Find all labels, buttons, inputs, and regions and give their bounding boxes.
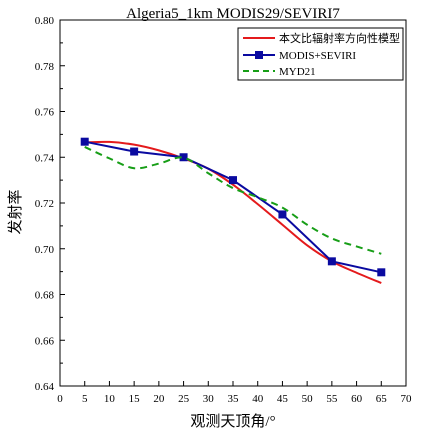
series-line-myd21 (84, 146, 382, 255)
data-point-modis-seviri (80, 137, 89, 146)
x-tick-label: 55 (326, 393, 338, 405)
x-tick-label: 45 (277, 393, 289, 405)
x-tick-label: 20 (153, 393, 165, 405)
x-tick-label: 25 (178, 393, 190, 405)
y-tick-label: 0.76 (35, 107, 55, 119)
legend-label-myd21: MYD21 (279, 66, 316, 78)
x-tick-label: 10 (104, 393, 116, 405)
legend-label-modis-seviri: MODIS+SEVIRI (279, 50, 356, 62)
data-point-modis-seviri (179, 153, 188, 162)
legend: 本文比辐射率方向性模型 MODIS+SEVIRI MYD21 (237, 27, 404, 81)
x-tick-label: 30 (203, 393, 215, 405)
y-tick-label: 0.68 (35, 290, 55, 302)
data-point-modis-seviri (229, 176, 237, 185)
y-tick-label: 0.74 (35, 152, 55, 164)
x-tick-label: 5 (82, 393, 88, 405)
x-tick-label: 35 (228, 393, 240, 405)
chart-title: Algeria5_1km MODIS29/SEVIRI7 (126, 6, 340, 22)
data-point-modis-seviri (327, 257, 336, 266)
plot-area: 0.64 0.66 0.68 0.70 0.72 0.74 0.76 0.78 0.80 0 5 1… (35, 15, 412, 405)
x-tick-label: 65 (376, 393, 388, 405)
x-axis: 0 5 10 15 20 25 30 35 40 45 50 55 60 65 70 (57, 381, 412, 405)
legend-label-model: 本文比辐射率方向性模型 (279, 31, 400, 45)
data-point-modis-seviri (377, 268, 386, 277)
x-tick-label: 50 (302, 393, 314, 405)
data-point-modis-seviri (130, 147, 139, 156)
y-tick-label: 0.70 (35, 244, 55, 256)
y-tick-label: 0.66 (35, 335, 55, 347)
x-tick-label: 60 (351, 393, 363, 405)
x-axis-label: 观测天顶角/° (190, 413, 275, 430)
y-tick-label: 0.78 (35, 61, 55, 73)
series-line-modis-seviri (84, 140, 382, 274)
y-tick-label: 0.80 (35, 15, 55, 27)
y-axis-label: 发射率 (7, 189, 24, 234)
y-tick-label: 0.72 (35, 198, 54, 210)
x-tick-label: 40 (252, 393, 264, 405)
y-axis: 0.64 0.66 0.68 0.70 0.72 0.74 0.76 0.78 0.80 (35, 15, 65, 393)
data-point-modis-seviri (278, 210, 287, 219)
x-tick-label: 15 (129, 393, 141, 405)
x-tick-label: 0 (57, 393, 63, 405)
x-tick-label: 70 (401, 393, 413, 405)
series-layer (80, 137, 386, 284)
y-tick-label: 0.64 (35, 381, 55, 393)
legend-marker-modis-seviri (255, 51, 263, 59)
